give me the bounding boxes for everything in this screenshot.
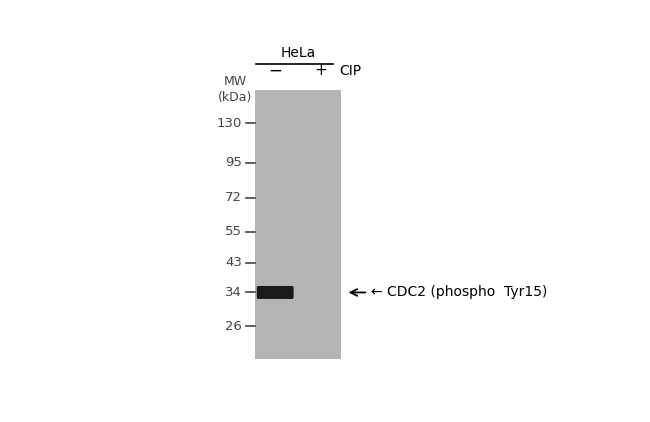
Text: ← CDC2 (phospho  Tyr15): ← CDC2 (phospho Tyr15) <box>350 285 547 300</box>
Text: HeLa: HeLa <box>280 46 315 60</box>
Text: 43: 43 <box>225 257 242 269</box>
Text: −: − <box>268 62 282 80</box>
Text: 55: 55 <box>225 225 242 238</box>
Text: CIP: CIP <box>340 64 362 78</box>
Text: 34: 34 <box>225 286 242 299</box>
Text: 72: 72 <box>225 192 242 204</box>
Text: +: + <box>314 63 327 78</box>
Text: 130: 130 <box>216 117 242 130</box>
Text: MW
(kDa): MW (kDa) <box>218 75 252 104</box>
FancyBboxPatch shape <box>257 286 294 299</box>
Text: 95: 95 <box>225 157 242 170</box>
Text: 26: 26 <box>225 320 242 333</box>
Bar <box>255 89 341 360</box>
